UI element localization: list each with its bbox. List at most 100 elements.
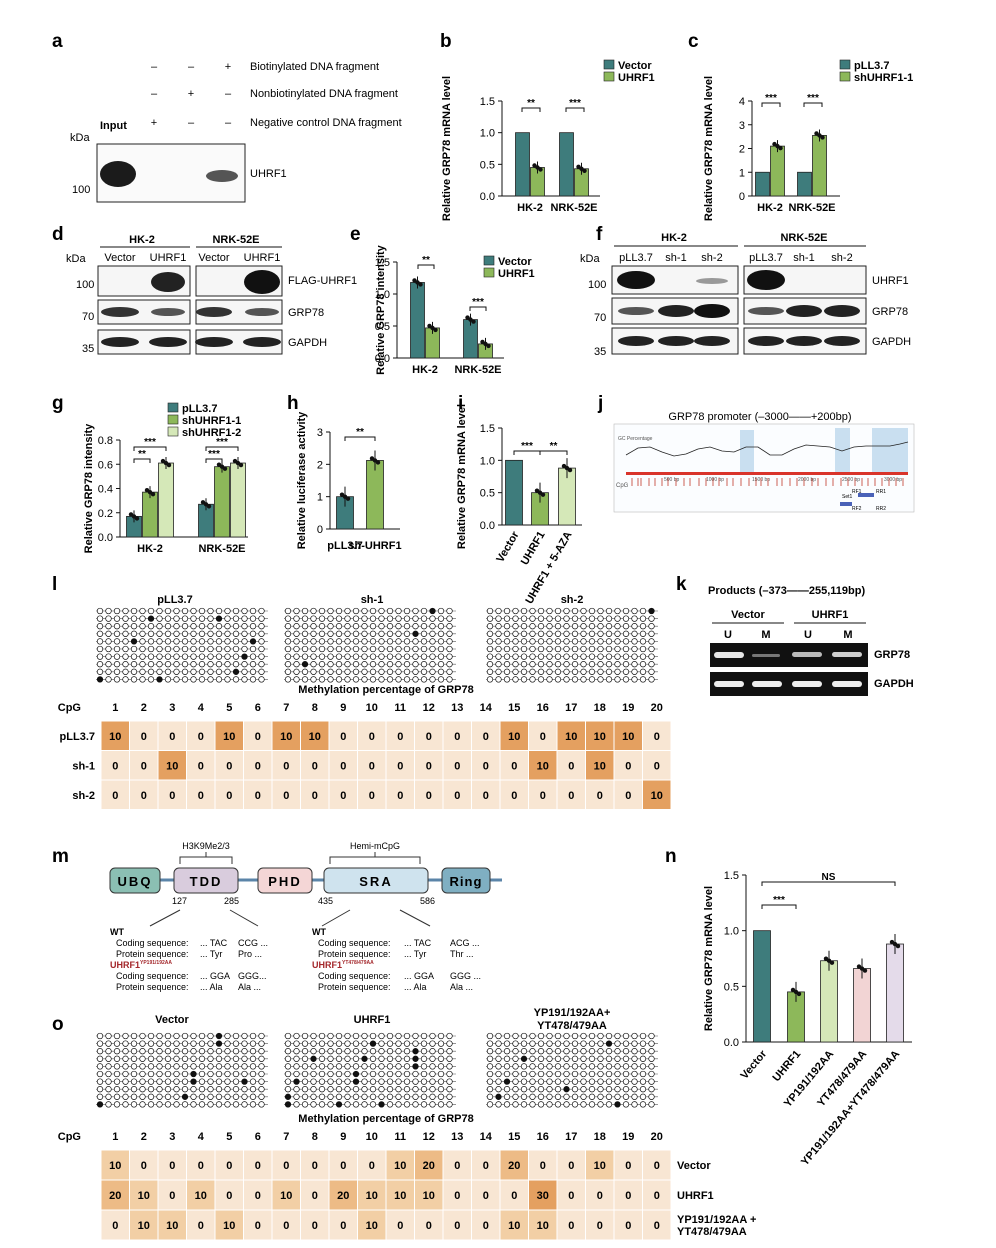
heat-o-cell-value: 0 xyxy=(283,1220,289,1232)
lolli-o-methylated-cpg xyxy=(520,1055,528,1062)
lolli-o-unmethylated-cpg xyxy=(546,1078,553,1085)
heat-l-cell xyxy=(471,779,501,810)
lolli-o-unmethylated-cpg xyxy=(122,1101,129,1108)
heat-l-cell-value: 0 xyxy=(540,790,546,802)
lolli-l-unmethylated-cpg xyxy=(369,676,377,683)
h-dot xyxy=(345,496,351,501)
lolli-l-unmethylated-cpg xyxy=(198,668,206,675)
lolli-o-methylated-cpg xyxy=(503,1078,511,1085)
lolli-o-unmethylated-cpg xyxy=(588,1093,596,1100)
heat-l-cell-value: 0 xyxy=(454,760,460,772)
lolli-o-unmethylated-cpg xyxy=(293,1101,300,1108)
sign-r1-c2: – xyxy=(188,61,195,73)
lolli-o-methylated-cpg xyxy=(412,1055,419,1062)
lolli-l-unmethylated-cpg xyxy=(173,676,180,683)
lolli-o-unmethylated-cpg xyxy=(96,1086,104,1093)
lolli-l-unmethylated-cpg xyxy=(284,630,292,637)
lolli-l-unmethylated-cpg xyxy=(386,645,394,653)
heat-l-cell-value: 0 xyxy=(597,790,603,802)
lolli-o-unmethylated-cpg xyxy=(173,1086,180,1093)
lolli-l-unmethylated-cpg xyxy=(580,615,587,622)
lolli-l-unmethylated-cpg xyxy=(395,676,402,683)
lolli-l-unmethylated-cpg xyxy=(429,630,436,637)
lolli-o-unmethylated-cpg xyxy=(344,1086,351,1093)
lolli-o-unmethylated-cpg xyxy=(173,1070,180,1078)
lolli-o-unmethylated-cpg xyxy=(139,1086,146,1093)
lolli-l-unmethylated-cpg xyxy=(352,638,360,645)
lolli-l-unmethylated-cpg xyxy=(622,630,630,637)
lolli-l-unmethylated-cpg xyxy=(639,668,647,675)
heat-o-cell-value: 20 xyxy=(508,1160,520,1172)
input-label: Input xyxy=(100,120,127,132)
lolli-o-unmethylated-cpg xyxy=(122,1070,129,1078)
lolli-l-unmethylated-cpg xyxy=(327,668,334,675)
band-f-h3 xyxy=(694,336,730,346)
o-group-uhrf1: UHRF1 xyxy=(354,1014,391,1026)
heat-l-cell-value: 0 xyxy=(654,760,660,772)
lolli-o-unmethylated-cpg xyxy=(486,1070,494,1078)
lolli-o-unmethylated-cpg xyxy=(486,1078,494,1085)
lolli-o-unmethylated-cpg xyxy=(446,1063,453,1070)
heat-o-cell xyxy=(556,1209,586,1241)
lolli-l-unmethylated-cpg xyxy=(503,645,511,653)
lolli-o-unmethylated-cpg xyxy=(301,1093,309,1100)
lolli-l-unmethylated-cpg xyxy=(622,615,630,622)
lolli-o-unmethylated-cpg xyxy=(571,1032,579,1040)
lolli-o-unmethylated-cpg xyxy=(512,1070,519,1078)
lolli-o-unmethylated-cpg xyxy=(446,1032,453,1040)
panel-o: Vector UHRF1 YP191/192AA+ YT478/479AA xyxy=(155,1007,610,1032)
e-legend-swatch xyxy=(483,267,495,278)
heat-l-cell-value: 0 xyxy=(625,790,631,802)
heat-o-cell-value: 0 xyxy=(511,1190,517,1202)
heat-o-cell xyxy=(471,1149,501,1181)
lolli-l-unmethylated-cpg xyxy=(429,676,436,683)
lolli-l-unmethylated-cpg xyxy=(139,630,146,637)
lolli-o-unmethylated-cpg xyxy=(173,1063,180,1070)
lolli-l-unmethylated-cpg xyxy=(318,668,326,675)
e-ytick-label: 1.0 xyxy=(375,289,390,301)
lolli-o-unmethylated-cpg xyxy=(361,1040,368,1047)
lane-d2: UHRF1 xyxy=(150,252,187,264)
lolli-o-unmethylated-cpg xyxy=(622,1070,630,1078)
lolli-l-unmethylated-cpg xyxy=(207,668,214,675)
lolli-o-unmethylated-cpg xyxy=(648,1101,655,1108)
lolli-l-unmethylated-cpg xyxy=(597,653,604,660)
lolli-o-unmethylated-cpg xyxy=(156,1048,163,1055)
g-bar xyxy=(142,491,158,538)
lolli-o-unmethylated-cpg xyxy=(198,1070,206,1078)
heat-l-cell xyxy=(328,750,358,781)
b-legend-label: Vector xyxy=(618,60,652,72)
lolli-l-unmethylated-cpg xyxy=(318,607,326,615)
lolli-l-unmethylated-cpg xyxy=(605,661,613,668)
lolli-o-methylated-cpg xyxy=(215,1040,223,1047)
lolli-o-unmethylated-cpg xyxy=(249,1063,257,1070)
lolli-l-unmethylated-cpg xyxy=(369,630,377,637)
row-label-nonbiotinylated: Nonbiotinylated DNA fragment xyxy=(250,88,398,100)
g-bar xyxy=(230,462,246,538)
k-band-h1 xyxy=(714,681,744,687)
lolli-o-unmethylated-cpg xyxy=(648,1086,655,1093)
lolli-l-unmethylated-cpg xyxy=(164,645,172,653)
g-sig-label: ** xyxy=(138,449,146,460)
lolli-o-unmethylated-cpg xyxy=(122,1063,129,1070)
lolli-o-unmethylated-cpg xyxy=(224,1101,231,1108)
lolli-o-unmethylated-cpg xyxy=(361,1086,368,1093)
lolli-l-unmethylated-cpg xyxy=(207,615,214,622)
lolli-o-unmethylated-cpg xyxy=(503,1063,511,1070)
lolli-o-unmethylated-cpg xyxy=(495,1040,502,1047)
lolli-l-unmethylated-cpg xyxy=(198,661,206,668)
lolli-o-unmethylated-cpg xyxy=(361,1093,368,1100)
lolli-l-unmethylated-cpg xyxy=(571,676,579,683)
lolli-o-unmethylated-cpg xyxy=(512,1048,519,1055)
lolli-l-unmethylated-cpg xyxy=(588,623,596,630)
lolli-o-unmethylated-cpg xyxy=(614,1086,621,1093)
lolli-o-unmethylated-cpg xyxy=(284,1070,292,1078)
lolli-l-unmethylated-cpg xyxy=(318,676,326,683)
lolli-l-unmethylated-cpg xyxy=(588,607,596,615)
lolli-o-unmethylated-cpg xyxy=(301,1055,309,1062)
lolli-o-methylated-cpg xyxy=(605,1040,613,1047)
lolli-l-unmethylated-cpg xyxy=(622,676,630,683)
lolli-o-unmethylated-cpg xyxy=(512,1055,519,1062)
